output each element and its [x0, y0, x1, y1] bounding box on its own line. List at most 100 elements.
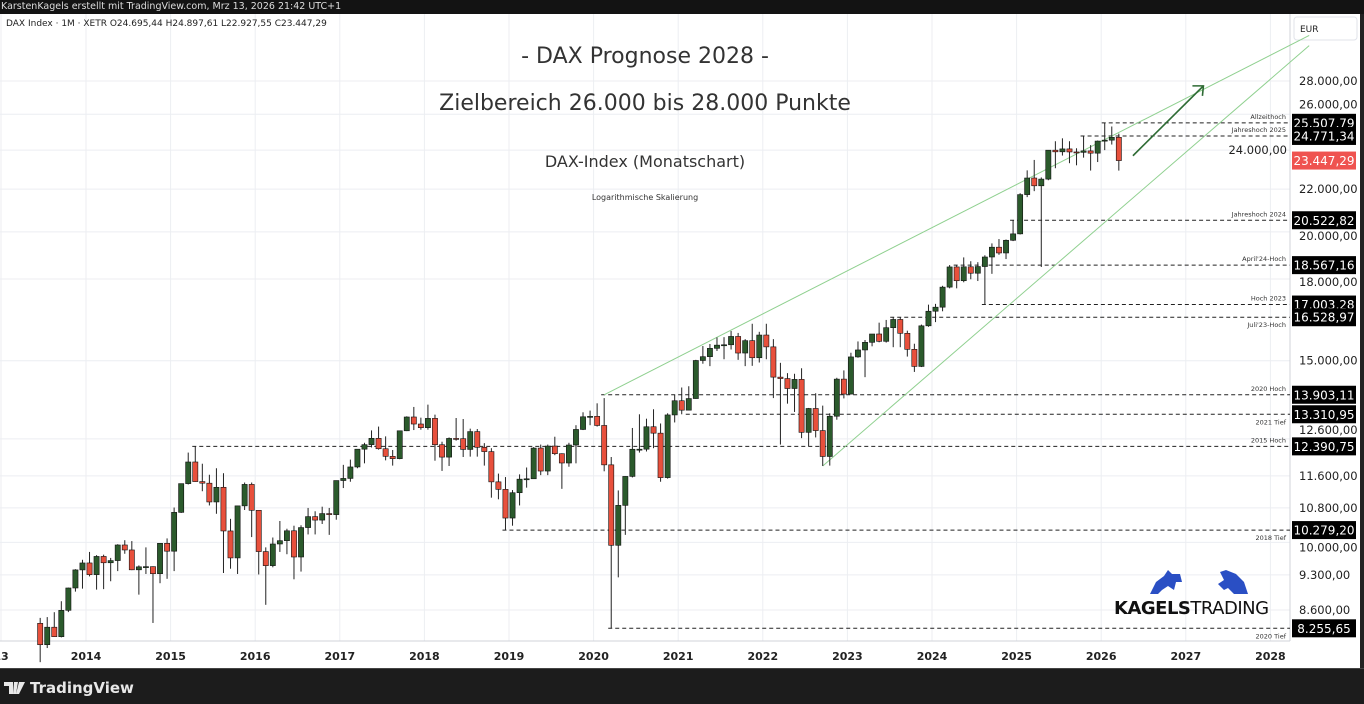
- candle-up: [157, 543, 163, 574]
- chart-title: - DAX Prognose 2028 -: [521, 44, 769, 69]
- candle-up: [805, 408, 812, 433]
- candle-down: [312, 516, 319, 521]
- y-tick-label: 9.300,00: [1299, 568, 1350, 582]
- candle-down: [291, 530, 297, 558]
- level-price-tag: [1292, 256, 1356, 275]
- candle-up: [530, 447, 537, 480]
- candle-up: [946, 266, 953, 288]
- candle-down: [904, 332, 911, 350]
- tradingview-logo[interactable]: TradingView: [4, 679, 134, 697]
- y-tick-label: 10.800,00: [1299, 501, 1358, 515]
- candle-down: [121, 544, 128, 551]
- y-tick-label: 28.000,00: [1299, 74, 1358, 88]
- candle-down: [417, 423, 424, 428]
- level-price-tag: [1292, 308, 1356, 327]
- y-tick-label: 15.000,00: [1299, 354, 1358, 368]
- candle-up: [883, 327, 890, 342]
- candle-down: [248, 484, 255, 511]
- candle-up: [981, 256, 988, 267]
- candle-up: [234, 505, 241, 559]
- level-price-tag: [1292, 437, 1356, 456]
- currency-button[interactable]: [1293, 16, 1358, 41]
- level-name: 2020 Hoch: [1251, 385, 1286, 393]
- x-tick-label: 2020: [578, 650, 609, 663]
- y-tick-label: 20.000,00: [1299, 229, 1358, 243]
- candle-up: [1094, 140, 1101, 154]
- candle-up: [643, 426, 650, 450]
- candle-down: [495, 481, 502, 490]
- candle-up: [615, 505, 622, 546]
- price-chart[interactable]: EUR 13 2014 2015 2016 2017 2018 2019 2020 2021 202…: [0, 14, 1364, 668]
- candle-down: [537, 447, 544, 472]
- candle-down: [432, 418, 438, 446]
- candle-down: [812, 408, 819, 431]
- symbol-legend: DAX Index · 1M · XETR O24.695,44 H24.897…: [6, 19, 327, 29]
- candle-down: [1066, 148, 1073, 153]
- candle-up: [939, 286, 946, 308]
- candle-down: [453, 438, 460, 440]
- candle-up: [269, 543, 276, 566]
- candle-up: [587, 416, 593, 418]
- candle-up: [1101, 139, 1108, 142]
- y-tick-label: 12.600,00: [1299, 423, 1358, 437]
- x-tick-label: 2014: [71, 650, 102, 663]
- level-name: 2021 Tief: [1256, 418, 1287, 426]
- level-name: Jahreshoch 2024: [1231, 210, 1286, 218]
- level-name: 2015 Hoch: [1251, 436, 1286, 444]
- trend-line[interactable]: [822, 45, 1310, 467]
- candle-down: [488, 451, 495, 483]
- arrow-head-icon: [1192, 85, 1205, 96]
- level-price-tag: [1292, 405, 1356, 424]
- level-price-tag: [1292, 521, 1356, 540]
- last-price-label: 23.447,29: [1293, 154, 1354, 168]
- x-tick-label: 2027: [1170, 650, 1201, 663]
- footer-bar: TradingView: [0, 668, 1364, 704]
- candle-up: [1010, 233, 1016, 241]
- candle-up: [1024, 177, 1031, 195]
- x-tick-label: 2025: [1001, 650, 1032, 663]
- right-border: [1360, 14, 1364, 668]
- candle-up: [707, 348, 713, 357]
- level-price-label: 20.522,82: [1293, 214, 1354, 228]
- candle-down: [840, 378, 847, 395]
- x-tick-label: 2022: [747, 650, 778, 663]
- candle-down: [326, 513, 333, 515]
- y-tick-label: 8.600,00: [1299, 603, 1350, 617]
- y-tick-label: 10.000,00: [1299, 540, 1358, 554]
- currency-label: EUR: [1300, 25, 1319, 35]
- candle-down: [164, 543, 170, 552]
- candle-up: [833, 378, 840, 417]
- y-tick-label: 11.600,00: [1299, 469, 1358, 483]
- candle-down: [749, 340, 756, 359]
- candle-up: [622, 476, 629, 506]
- candle-up: [79, 562, 86, 571]
- candle-up: [403, 416, 410, 432]
- candle-up: [44, 626, 51, 646]
- level-price-label: 13.310,95: [1293, 408, 1354, 422]
- level-price-tag: [1292, 126, 1356, 145]
- candle-down: [770, 346, 777, 378]
- candle-up: [143, 566, 149, 568]
- candle-up: [298, 527, 304, 558]
- x-tick-label: 2019: [494, 650, 525, 663]
- candle-up: [319, 513, 326, 521]
- x-tick-label: 2023: [832, 650, 863, 663]
- candle-down: [481, 447, 488, 452]
- candle-down: [678, 400, 685, 411]
- candle-down: [255, 510, 262, 552]
- trend-line[interactable]: [603, 34, 1310, 396]
- level-price-label: 25.507,79: [1293, 116, 1354, 130]
- candle-down: [86, 562, 93, 575]
- x-tick-label: 2017: [324, 650, 355, 663]
- candle-up: [185, 461, 192, 484]
- candle-up: [989, 246, 995, 258]
- candle-up: [178, 483, 185, 513]
- candle-down: [601, 425, 608, 466]
- candle-down: [150, 566, 156, 574]
- candle-down: [911, 349, 918, 367]
- candle-up: [869, 333, 875, 343]
- candle-up: [333, 480, 340, 515]
- candle-up: [305, 516, 311, 528]
- candle-down: [558, 453, 565, 464]
- candle-up: [361, 444, 368, 450]
